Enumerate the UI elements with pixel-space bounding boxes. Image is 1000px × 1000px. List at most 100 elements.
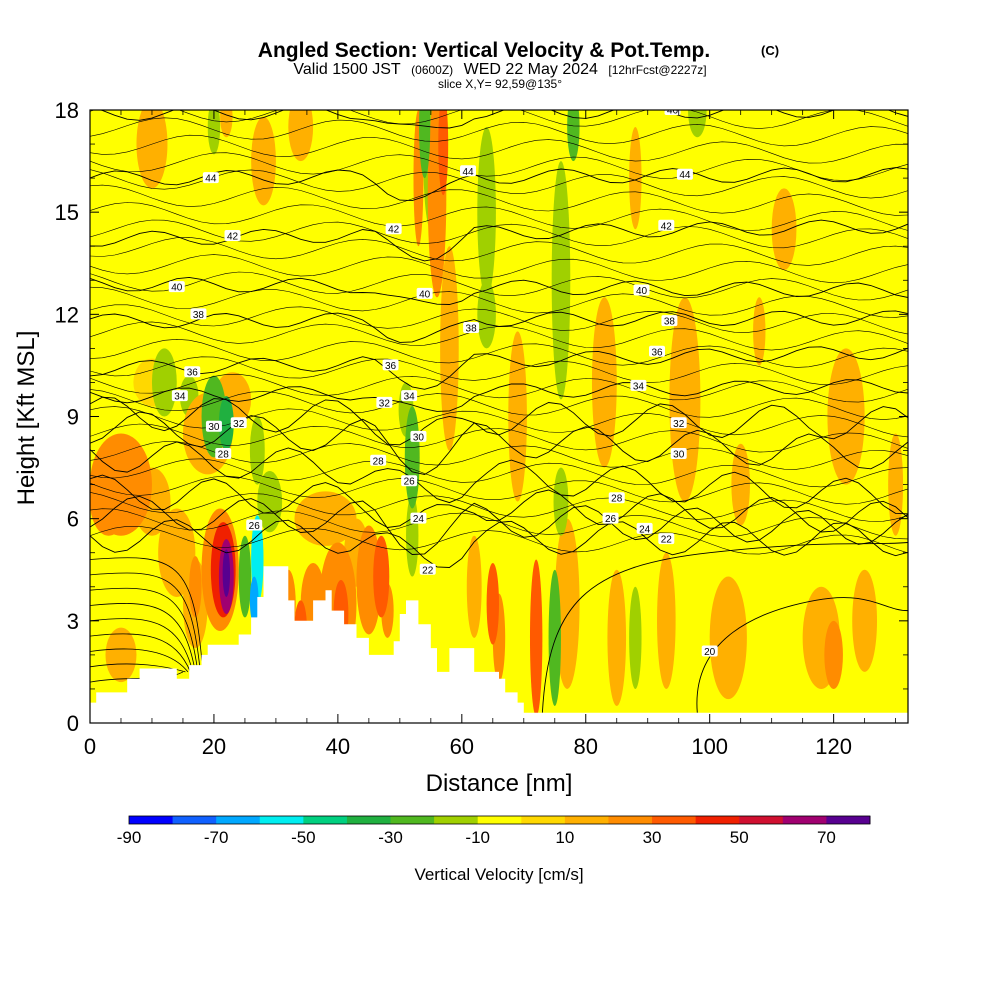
- isentrope-line: [90, 423, 908, 453]
- colorbar-swatch: [826, 816, 871, 824]
- velocity-cell: [136, 110, 168, 189]
- contour-label: 28: [370, 454, 387, 467]
- svg-text:34: 34: [404, 392, 416, 403]
- contour-label: 32: [670, 417, 687, 430]
- velocity-cell: [529, 559, 543, 717]
- svg-text:44: 44: [462, 167, 474, 178]
- isentrope-line: [90, 346, 908, 390]
- isentrope-contours: [90, 110, 908, 713]
- colorbar-swatch: [434, 816, 479, 824]
- colorbar-tick-label: -10: [465, 828, 490, 847]
- y-tick-label: 9: [67, 405, 79, 430]
- velocity-cell: [151, 348, 177, 417]
- isentrope-line: [541, 542, 908, 713]
- velocity-cell: [257, 470, 283, 533]
- velocity-cell: [419, 110, 431, 179]
- contour-label: 30: [670, 447, 687, 460]
- colorbar-tick-label: -50: [291, 828, 316, 847]
- isentrope-line: [90, 618, 194, 673]
- velocity-cell: [238, 535, 252, 618]
- contour-label: 36: [649, 345, 666, 358]
- contour-label: 42: [224, 230, 241, 243]
- velocity-cell: [824, 620, 843, 689]
- svg-text:26: 26: [404, 477, 416, 488]
- colorbar-tick-label: 10: [555, 828, 574, 847]
- contour-label: 30: [205, 420, 222, 433]
- velocity-cell: [207, 110, 221, 155]
- contour-label: 40: [168, 281, 185, 294]
- velocity-cell: [90, 467, 128, 536]
- isentrope-line: [90, 633, 191, 673]
- velocity-cell: [888, 433, 904, 536]
- contour-label: 34: [630, 379, 647, 392]
- contour-label: 22: [419, 563, 436, 576]
- velocity-cell: [852, 569, 878, 672]
- isentrope-line: [90, 152, 908, 181]
- isentrope-line: [90, 557, 204, 672]
- y-tick-label: 6: [67, 507, 79, 532]
- svg-text:32: 32: [379, 398, 391, 409]
- isentrope-line: [90, 236, 908, 266]
- colorbar-swatch: [346, 816, 392, 824]
- velocity-cell: [567, 110, 580, 162]
- svg-text:42: 42: [227, 232, 239, 243]
- colorbar-swatch: [608, 816, 653, 824]
- isentrope-line: [90, 167, 908, 202]
- isentrope-line: [90, 411, 908, 475]
- isentrope-line: [90, 202, 908, 231]
- isentrope-line: [90, 276, 908, 305]
- isentrope-line: [90, 110, 908, 129]
- velocity-cell: [554, 518, 580, 689]
- svg-text:46: 46: [667, 106, 679, 117]
- svg-text:28: 28: [611, 494, 623, 505]
- contour-label: 46: [664, 106, 681, 117]
- velocity-cell: [404, 406, 420, 509]
- velocity-cell: [477, 127, 496, 298]
- x-tick-label: 20: [202, 734, 226, 759]
- isentrope-line: [90, 254, 908, 284]
- valid-time: Valid 1500 JST: [293, 61, 401, 78]
- isentrope-line: [90, 406, 908, 438]
- svg-text:26: 26: [249, 521, 261, 532]
- isentrope-line: [90, 603, 196, 672]
- isentrope-line: [90, 169, 908, 199]
- svg-text:38: 38: [664, 317, 676, 328]
- svg-text:34: 34: [174, 392, 186, 403]
- velocity-cell: [709, 576, 747, 700]
- colorbar-swatch: [390, 816, 435, 824]
- svg-text:28: 28: [218, 449, 230, 460]
- svg-text:44: 44: [679, 170, 691, 181]
- x-tick-label: 80: [574, 734, 598, 759]
- colorbar-tick-label: 50: [730, 828, 749, 847]
- velocity-cell: [220, 110, 233, 138]
- x-tick-label: 120: [815, 734, 852, 759]
- chart-title-suffix: (C): [761, 43, 779, 58]
- contour-label: 22: [658, 533, 675, 546]
- isentrope-line: [99, 110, 908, 129]
- isentrope-line: [90, 286, 908, 318]
- isentrope-line: [90, 389, 908, 420]
- svg-text:32: 32: [673, 419, 685, 430]
- velocity-cell: [548, 569, 561, 706]
- svg-text:30: 30: [413, 432, 425, 443]
- colorbar-swatch: [172, 816, 217, 824]
- svg-text:44: 44: [205, 174, 217, 185]
- svg-text:22: 22: [422, 565, 434, 576]
- contour-label: 36: [184, 366, 201, 379]
- contour-label: 24: [410, 512, 427, 525]
- contour-label: 28: [608, 492, 625, 505]
- colorbar-swatch: [695, 816, 740, 824]
- svg-text:34: 34: [633, 381, 645, 392]
- svg-text:30: 30: [673, 449, 685, 460]
- colorbar-swatch: [521, 816, 566, 824]
- isentrope-line: [90, 184, 908, 216]
- svg-text:40: 40: [636, 286, 648, 297]
- svg-text:22: 22: [661, 535, 673, 546]
- isentrope-line: [90, 321, 908, 351]
- colorbar-tick-label: 30: [643, 828, 662, 847]
- contour-label: 34: [171, 390, 188, 403]
- isentrope-line: [90, 519, 908, 568]
- velocity-cell: [607, 569, 627, 706]
- isentrope-line: [90, 134, 908, 164]
- velocity-cell: [373, 535, 390, 618]
